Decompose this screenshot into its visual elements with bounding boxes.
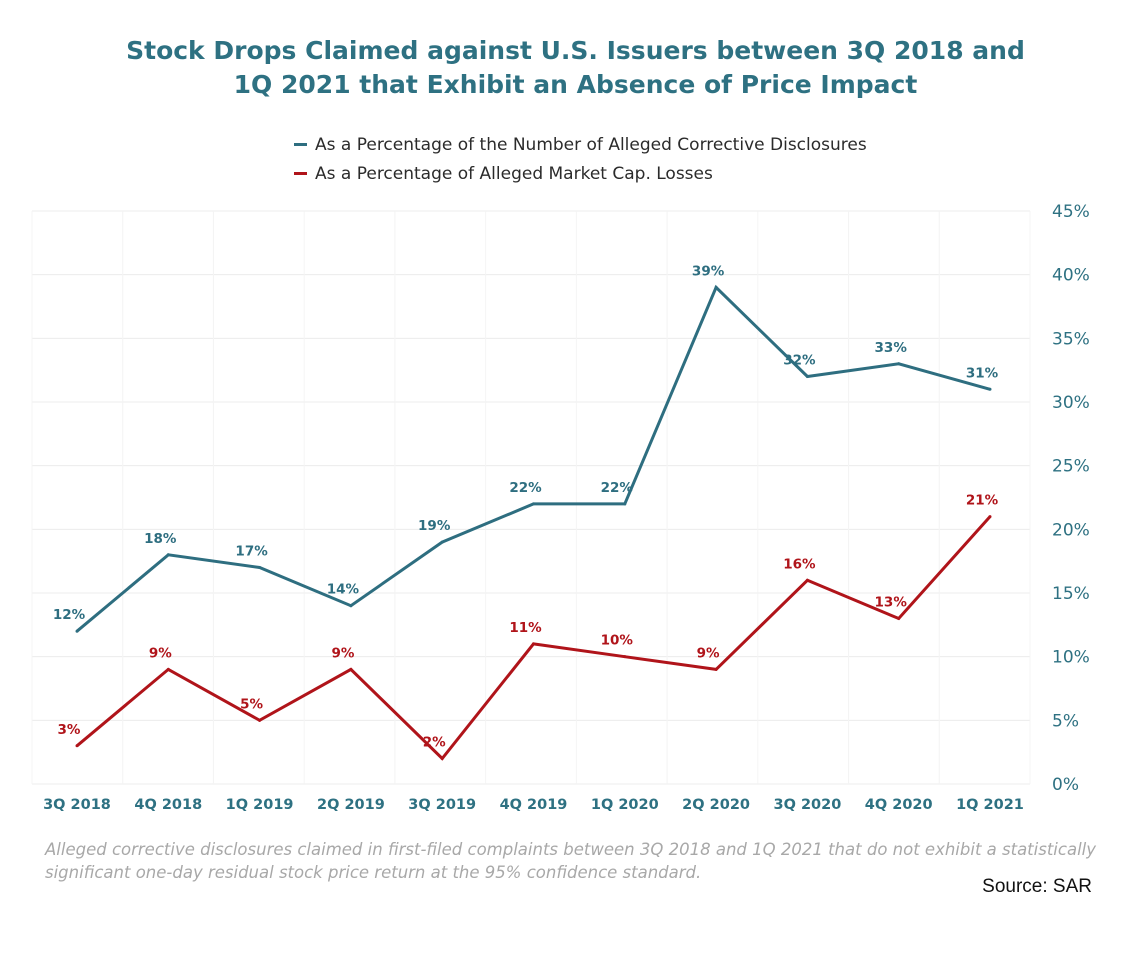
data-point: [897, 362, 901, 366]
data-point: [805, 375, 809, 379]
data-label: 22%: [601, 480, 634, 496]
data-point: [897, 616, 901, 620]
data-label: 9%: [697, 645, 720, 661]
data-point: [623, 655, 627, 659]
x-tick-label: 3Q 2019: [408, 797, 476, 813]
data-label: 32%: [783, 353, 816, 369]
gridlines: [31, 210, 1031, 785]
data-label: 31%: [966, 365, 999, 381]
data-point: [75, 629, 79, 633]
series-lines: [75, 284, 992, 761]
chart-title: Stock Drops Claimed against U.S. Issuers…: [0, 34, 1141, 102]
x-tick-label: 1Q 2019: [226, 797, 294, 813]
data-point: [714, 667, 718, 671]
data-point: [532, 502, 535, 506]
legend-swatch-red: [294, 172, 307, 175]
data-point: [75, 744, 79, 748]
data-point: [440, 757, 444, 761]
legend-label: As a Percentage of Alleged Market Cap. L…: [315, 163, 713, 184]
x-tick-label: 2Q 2019: [317, 797, 385, 813]
data-label: 14%: [327, 582, 360, 598]
chart-title-line-1: Stock Drops Claimed against U.S. Issuers…: [126, 36, 1025, 65]
data-point: [166, 553, 170, 557]
x-axis: 3Q 2018 4Q 2018 1Q 2019 2Q 2019 3Q 2019 4Q 20…: [43, 797, 1024, 813]
y-tick-label: 10%: [1052, 648, 1090, 668]
y-axis: 0% 5% 10% 15% 20% 25% 30% 35% 40% 45%: [1052, 202, 1090, 795]
data-point: [166, 667, 170, 671]
y-tick-label: 0%: [1052, 775, 1079, 795]
data-label: 10%: [601, 633, 634, 649]
y-tick-label: 35%: [1052, 329, 1090, 349]
x-tick-label: 1Q 2020: [591, 797, 659, 813]
data-label: 5%: [240, 696, 263, 712]
data-label: 9%: [149, 645, 172, 661]
legend: As a Percentage of the Number of Alleged…: [294, 130, 867, 188]
data-label: 3%: [58, 722, 81, 738]
data-label: 21%: [966, 493, 999, 509]
legend-swatch-teal: [294, 143, 307, 146]
data-point: [623, 502, 627, 506]
y-tick-label: 40%: [1052, 266, 1090, 286]
data-point: [714, 285, 718, 289]
data-label: 18%: [144, 531, 177, 547]
source-note: Source: SAR: [982, 876, 1092, 897]
data-point: [349, 604, 353, 608]
data-point: [805, 578, 809, 582]
data-label: 22%: [509, 480, 542, 496]
data-point: [258, 566, 262, 570]
data-point: [532, 642, 535, 646]
data-point: [440, 540, 444, 544]
legend-item-corrective-disclosures: As a Percentage of the Number of Alleged…: [294, 130, 867, 159]
data-label: 9%: [331, 645, 354, 661]
data-label: 2%: [423, 735, 446, 751]
y-tick-label: 45%: [1052, 202, 1090, 222]
x-tick-label: 3Q 2018: [43, 797, 111, 813]
y-tick-label: 20%: [1052, 520, 1090, 540]
data-label: 39%: [692, 263, 725, 279]
x-tick-label: 3Q 2020: [773, 797, 841, 813]
y-tick-label: 5%: [1052, 711, 1079, 731]
data-labels: 12% 18% 17% 14% 19% 22% 22% 39% 32% 33% 31% 3% 9% 5% 9…: [53, 263, 999, 750]
x-tick-label: 2Q 2020: [682, 797, 750, 813]
data-label: 12%: [53, 607, 86, 623]
data-point: [988, 515, 992, 519]
x-tick-label: 1Q 2021: [956, 797, 1024, 813]
legend-label: As a Percentage of the Number of Alleged…: [315, 134, 867, 155]
footnote: Alleged corrective disclosures claimed i…: [45, 840, 1097, 882]
x-tick-label: 4Q 2018: [134, 797, 202, 813]
data-label: 33%: [875, 340, 908, 356]
y-tick-label: 25%: [1052, 457, 1090, 477]
legend-item-market-cap-losses: As a Percentage of Alleged Market Cap. L…: [294, 159, 867, 188]
data-point: [258, 718, 262, 722]
data-label: 13%: [875, 594, 908, 610]
chart-title-line-2: 1Q 2021 that Exhibit an Absence of Price…: [233, 70, 918, 99]
y-tick-label: 30%: [1052, 393, 1090, 413]
data-label: 19%: [418, 518, 451, 534]
data-label: 17%: [235, 544, 268, 560]
x-tick-label: 4Q 2019: [500, 797, 568, 813]
x-tick-label: 4Q 2020: [865, 797, 933, 813]
data-point: [988, 387, 992, 391]
data-point: [349, 667, 353, 671]
data-label: 16%: [783, 556, 816, 572]
y-tick-label: 15%: [1052, 584, 1090, 604]
data-label: 11%: [509, 620, 542, 636]
